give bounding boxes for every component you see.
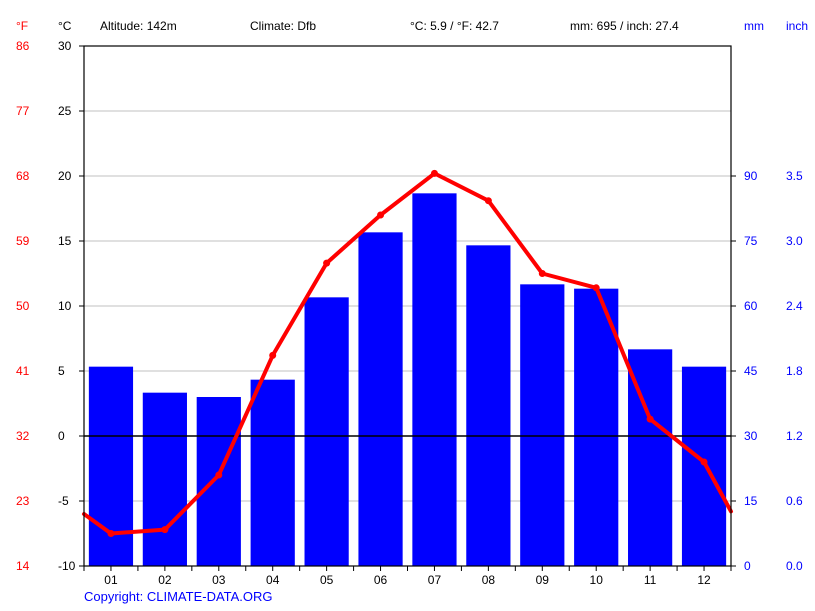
ytick-f: 86 — [16, 39, 30, 53]
ytick-c: 0 — [58, 429, 65, 443]
temp-marker — [377, 212, 384, 219]
ytick-c: -10 — [58, 559, 76, 573]
precip-bar — [520, 284, 564, 566]
ytick-mm: 30 — [744, 429, 758, 443]
xtick-label: 08 — [482, 573, 496, 587]
unit-inch: inch — [786, 19, 808, 33]
ytick-c: 15 — [58, 234, 72, 248]
precip-bar — [466, 245, 510, 566]
ytick-f: 32 — [16, 429, 30, 443]
ytick-c: 30 — [58, 39, 72, 53]
ytick-f: 41 — [16, 364, 30, 378]
ytick-f: 59 — [16, 234, 30, 248]
precip-bar — [682, 367, 726, 566]
xtick-label: 05 — [320, 573, 334, 587]
ytick-inch: 3.5 — [786, 169, 803, 183]
ytick-f: 50 — [16, 299, 30, 313]
ytick-inch: 0.6 — [786, 494, 803, 508]
temp-marker — [161, 526, 168, 533]
temp-marker — [701, 459, 708, 466]
ytick-mm: 15 — [744, 494, 758, 508]
xtick-label: 12 — [697, 573, 711, 587]
xtick-label: 09 — [536, 573, 550, 587]
precip-bar — [412, 193, 456, 566]
ytick-c: 10 — [58, 299, 72, 313]
xtick-label: 04 — [266, 573, 280, 587]
xtick-label: 07 — [428, 573, 442, 587]
ytick-mm: 75 — [744, 234, 758, 248]
xtick-label: 11 — [644, 573, 657, 587]
ytick-inch: 1.2 — [786, 429, 803, 443]
ytick-mm: 45 — [744, 364, 758, 378]
ytick-inch: 1.8 — [786, 364, 803, 378]
temp-marker — [593, 284, 600, 291]
ytick-c: 5 — [58, 364, 65, 378]
precip-bar — [358, 232, 402, 566]
ytick-inch: 2.4 — [786, 299, 803, 313]
xtick-label: 06 — [374, 573, 388, 587]
ytick-c: 25 — [58, 104, 72, 118]
temp-avg-label: °C: 5.9 / °F: 42.7 — [410, 19, 499, 33]
ytick-f: 77 — [16, 104, 30, 118]
ytick-f: 23 — [16, 494, 30, 508]
unit-c: °C — [58, 19, 72, 33]
ytick-mm: 90 — [744, 169, 758, 183]
climate-chart: °F °C mm inch Altitude: 142m Climate: Dfb °C: … — [0, 0, 815, 611]
temp-marker — [485, 197, 492, 204]
unit-mm: mm — [744, 19, 764, 33]
xtick-label: 03 — [212, 573, 226, 587]
precip-total-label: mm: 695 / inch: 27.4 — [570, 19, 679, 33]
temp-marker — [323, 260, 330, 267]
temp-marker — [107, 530, 114, 537]
ytick-mm: 0 — [744, 559, 751, 573]
temp-marker — [269, 352, 276, 359]
ytick-mm: 60 — [744, 299, 758, 313]
ytick-f: 68 — [16, 169, 30, 183]
temp-marker — [647, 416, 654, 423]
temp-marker — [539, 270, 546, 277]
xtick-label: 10 — [590, 573, 604, 587]
chart-svg: °F °C mm inch Altitude: 142m Climate: Dfb °C: … — [0, 0, 815, 611]
temp-marker — [431, 170, 438, 177]
ytick-inch: 3.0 — [786, 234, 803, 248]
ytick-inch: 0.0 — [786, 559, 803, 573]
precip-bar — [197, 397, 241, 566]
temp-marker — [215, 472, 222, 479]
precip-bar — [143, 393, 187, 566]
precip-bar — [305, 297, 349, 566]
xtick-label: 01 — [104, 573, 118, 587]
ytick-c: -5 — [58, 494, 69, 508]
climate-label: Climate: Dfb — [250, 19, 316, 33]
precip-bar — [251, 380, 295, 566]
altitude-label: Altitude: 142m — [100, 19, 177, 33]
unit-f: °F — [16, 19, 28, 33]
xtick-label: 02 — [158, 573, 172, 587]
ytick-c: 20 — [58, 169, 72, 183]
copyright-label: Copyright: CLIMATE-DATA.ORG — [84, 589, 273, 604]
ytick-f: 14 — [16, 559, 30, 573]
